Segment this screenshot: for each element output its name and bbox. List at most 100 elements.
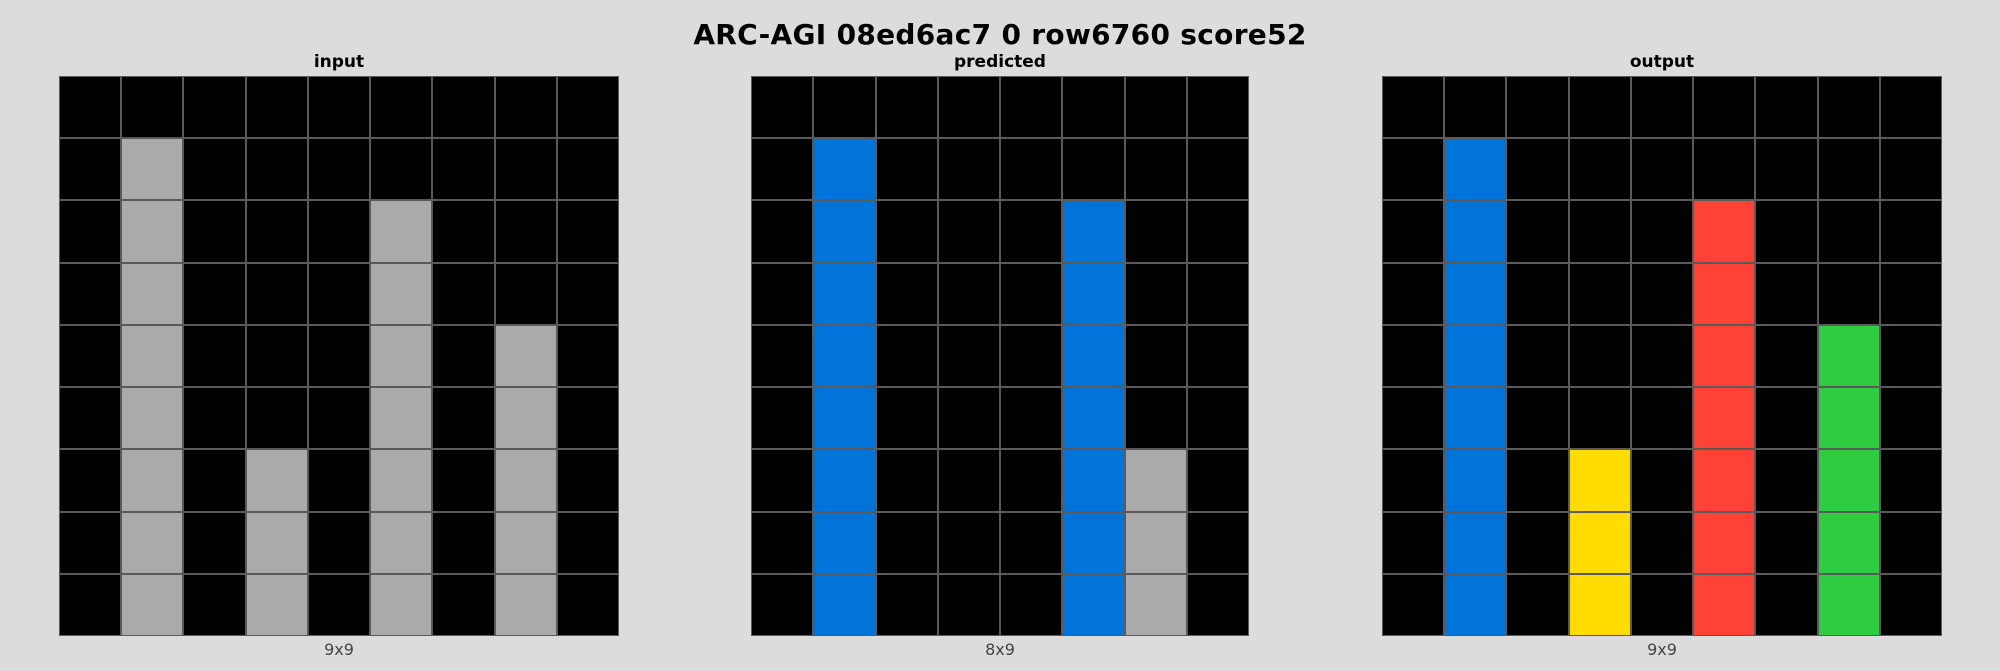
grid-cell — [1186, 200, 1249, 263]
grid-cell — [1568, 138, 1631, 201]
grid-cell — [1062, 200, 1125, 263]
grid-cell — [875, 324, 938, 388]
grid-cell — [432, 324, 495, 388]
grid-cell — [875, 387, 938, 450]
grid-cell — [1506, 573, 1569, 636]
grid-cell — [813, 324, 876, 388]
grid-cell — [432, 200, 495, 263]
grid-cell — [59, 511, 122, 574]
grid-cell — [937, 387, 1000, 450]
grid-cell — [370, 138, 433, 201]
grid-cell — [1693, 76, 1756, 139]
grid-cell — [121, 511, 184, 574]
grid-cell — [937, 511, 1000, 574]
grid-cell — [1879, 200, 1942, 263]
grid-cell — [1693, 262, 1756, 325]
grid-cell — [1062, 387, 1125, 450]
grid-cell — [494, 138, 557, 201]
grid-cell — [937, 573, 1000, 636]
grid-cell — [1568, 262, 1631, 325]
figure-title: ARC-AGI 08ed6ac7 0 row6760 score52 — [693, 18, 1307, 51]
grid-cell — [1817, 573, 1880, 636]
grid-cell — [1568, 387, 1631, 450]
grid-cell — [1124, 449, 1187, 512]
grid-cell — [1817, 511, 1880, 574]
grid-cell — [1382, 573, 1445, 636]
grid-cell — [1444, 262, 1507, 325]
grid-cell — [1506, 449, 1569, 512]
grid-cell — [556, 200, 619, 263]
grid-cell — [432, 511, 495, 574]
grid-cell — [494, 262, 557, 325]
grid-cell — [1186, 138, 1249, 201]
grid-cell — [556, 387, 619, 450]
grid-cell — [307, 511, 371, 574]
grid-cell — [1630, 573, 1694, 636]
grid-cell — [937, 138, 1000, 201]
grid-cell — [1186, 387, 1249, 450]
grid-cell — [1817, 200, 1880, 263]
grid-cell — [494, 387, 557, 450]
grid-cell — [59, 387, 122, 450]
grid-cell — [370, 76, 433, 139]
grid-cell — [1000, 449, 1063, 512]
grid-cell — [1382, 200, 1445, 263]
grid-cell — [751, 324, 814, 388]
grid-cell — [1817, 262, 1880, 325]
input-grid — [59, 76, 619, 636]
grid-cell — [875, 138, 938, 201]
output-grid — [1382, 76, 1942, 636]
grid-cell — [121, 262, 184, 325]
grid-cell — [1124, 76, 1187, 139]
grid-cell — [1755, 387, 1818, 450]
grid-cell — [1382, 324, 1445, 388]
grid-cell — [1124, 324, 1187, 388]
grid-cell — [556, 76, 619, 139]
grid-cell — [1506, 262, 1569, 325]
grid-cell — [1630, 387, 1694, 450]
grid-cell — [307, 324, 371, 388]
grid-cell — [59, 573, 122, 636]
grid-cell — [1755, 511, 1818, 574]
grid-cell — [432, 387, 495, 450]
grid-cell — [1062, 138, 1125, 201]
grid-cell — [494, 573, 557, 636]
grid-cell — [1755, 324, 1818, 388]
grid-cell — [1444, 76, 1507, 139]
grid-cell — [1124, 200, 1187, 263]
grid-cell — [1755, 449, 1818, 512]
grid-cell — [1000, 573, 1063, 636]
grid-cell — [1693, 200, 1756, 263]
grid-cell — [1755, 138, 1818, 201]
grid-cell — [1879, 138, 1942, 201]
grid-cell — [1506, 138, 1569, 201]
grid-cell — [1755, 262, 1818, 325]
grid-cell — [1444, 324, 1507, 388]
grid-cell — [813, 511, 876, 574]
grid-cell — [245, 200, 308, 263]
grid-cell — [1186, 449, 1249, 512]
grid-cell — [1000, 200, 1063, 263]
grid-cell — [1568, 200, 1631, 263]
grid-cell — [121, 76, 184, 139]
grid-cell — [432, 262, 495, 325]
grid-cell — [1062, 449, 1125, 512]
grid-cell — [1444, 200, 1507, 263]
grid-cell — [1879, 76, 1942, 139]
grid-cell — [1693, 449, 1756, 512]
grid-cell — [121, 324, 184, 388]
predicted-grid — [751, 76, 1249, 636]
grid-cell — [121, 573, 184, 636]
grid-cell — [1817, 449, 1880, 512]
grid-cell — [1000, 262, 1063, 325]
grid-cell — [1124, 511, 1187, 574]
grid-cell — [813, 200, 876, 263]
grid-cell — [494, 76, 557, 139]
grid-cell — [245, 262, 308, 325]
grid-cell — [1444, 573, 1507, 636]
grid-cell — [1506, 324, 1569, 388]
grid-cell — [1693, 324, 1756, 388]
grid-cell — [1817, 387, 1880, 450]
grid-cell — [1630, 449, 1694, 512]
grid-cell — [183, 138, 246, 201]
